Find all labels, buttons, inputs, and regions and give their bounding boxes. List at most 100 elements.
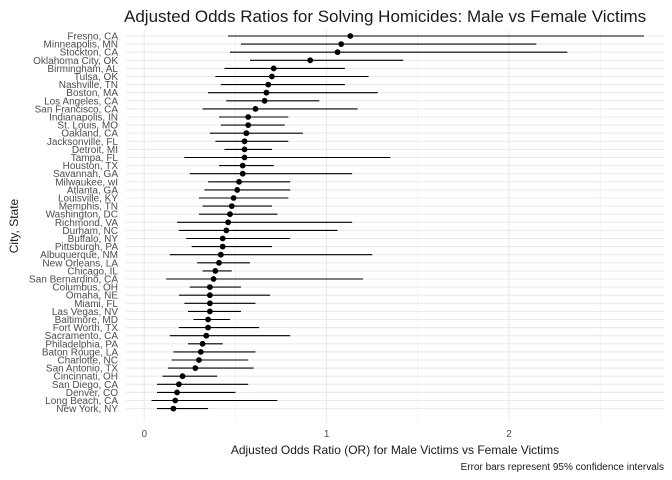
- y-tick-label: San Antonio, TX: [46, 364, 118, 375]
- y-tick-label: Albuquerque, NM: [40, 250, 118, 261]
- or-point: [206, 308, 213, 315]
- y-tick-label: Sacramento, CA: [45, 331, 119, 342]
- y-tick-label: Jacksonville, FL: [47, 137, 119, 148]
- y-tick-label: Tulsa, OK: [74, 72, 118, 83]
- or-point: [263, 89, 270, 96]
- or-point: [196, 357, 202, 363]
- or-point: [199, 340, 206, 347]
- x-tick-label: 1: [324, 429, 330, 440]
- y-tick-label: Tampa, FL: [71, 153, 119, 164]
- or-point: [219, 235, 226, 242]
- or-point: [212, 268, 219, 274]
- y-tick-label: Cincinnati, OH: [54, 372, 118, 383]
- y-tick-label: Milwaukee, wI: [55, 177, 118, 188]
- or-point: [338, 41, 345, 47]
- or-point: [270, 65, 277, 72]
- y-tick-label: Boston, MA: [66, 88, 118, 99]
- y-tick-label: Baltimore, MD: [55, 315, 118, 326]
- or-point: [241, 138, 248, 145]
- y-tick-label: Fort Worth, TX: [53, 323, 119, 334]
- grid-lines: [126, 30, 664, 422]
- or-point: [192, 365, 199, 371]
- y-tick-label: San Bernardino, CA: [29, 275, 118, 286]
- or-point: [206, 292, 213, 299]
- y-tick-label: Stockton, CA: [60, 48, 119, 59]
- or-point: [206, 284, 213, 290]
- y-tick-label: San Francisco, CA: [35, 104, 119, 115]
- y-tick-label: Omaha, NE: [66, 291, 119, 302]
- y-tick-label: Birmingham, AL: [47, 64, 118, 75]
- or-point: [217, 251, 224, 258]
- or-point: [236, 178, 242, 185]
- y-tick-label: Buffalo, NY: [68, 234, 119, 245]
- y-tick-label: San Diego, CA: [52, 380, 118, 391]
- y-tick-label: Memphis, TN: [59, 202, 118, 213]
- or-point: [265, 81, 272, 88]
- y-tick-label: St. Louis, MO: [57, 121, 118, 132]
- y-tick-label: Durham, NC: [62, 226, 118, 237]
- or-point: [228, 203, 235, 210]
- y-tick-label: Miami, FL: [74, 299, 118, 310]
- y-tick-label: Pittsburgh, PA: [55, 242, 119, 253]
- y-tick-label: Columbus, OH: [52, 283, 118, 294]
- y-tick-label: New York, NY: [56, 404, 118, 415]
- y-tick-label: Oakland, CA: [61, 129, 118, 140]
- data-points: [170, 33, 354, 412]
- y-tick-label: Nashville, TN: [59, 80, 118, 91]
- or-point: [206, 300, 213, 307]
- or-point: [179, 373, 186, 380]
- y-tick-label: Indianapolis, IN: [49, 113, 118, 124]
- y-tick-label: Savannah, GA: [53, 169, 118, 180]
- or-point: [268, 73, 275, 80]
- or-point: [205, 324, 211, 331]
- or-point: [175, 381, 182, 388]
- y-tick-label: Atlanta, GA: [67, 185, 118, 196]
- y-tick-label: Denver, CO: [66, 388, 118, 399]
- or-point: [197, 349, 204, 355]
- y-tick-label: Baton Rouge, LA: [42, 347, 118, 358]
- y-tick-label: Fresno, CA: [67, 32, 118, 43]
- y-tick-label: Los Angeles, CA: [44, 96, 118, 107]
- x-axis-tick-labels: 0 1 2: [141, 429, 512, 440]
- or-point: [245, 114, 252, 120]
- or-point: [216, 259, 222, 266]
- or-point: [203, 332, 210, 339]
- x-axis-title: Adjusted Odds Ratio (OR) for Male Victim…: [231, 443, 559, 457]
- or-point: [239, 170, 246, 177]
- y-tick-label: Minneapolis, MN: [44, 40, 118, 51]
- or-point: [174, 389, 180, 396]
- y-tick-label: Louisville, KY: [58, 194, 118, 205]
- or-point: [245, 122, 252, 128]
- y-tick-label: Houston, TX: [63, 161, 119, 172]
- or-point: [225, 219, 232, 226]
- or-point: [172, 397, 179, 404]
- or-point: [241, 146, 248, 153]
- or-point: [210, 276, 217, 282]
- x-tick-label: 2: [506, 429, 512, 440]
- or-point: [261, 97, 268, 104]
- y-tick-label: Philadelphia, PA: [45, 339, 118, 350]
- or-point: [234, 187, 241, 193]
- or-point: [243, 130, 250, 137]
- or-point: [239, 162, 246, 169]
- or-point: [230, 195, 237, 201]
- y-tick-label: Las Vegas, NV: [52, 307, 118, 318]
- or-point: [334, 49, 341, 56]
- y-tick-label: Richmond, VA: [55, 218, 119, 229]
- error-bars: [151, 35, 644, 410]
- or-point: [347, 33, 354, 39]
- y-tick-label: Charlotte, NC: [57, 356, 118, 367]
- or-point: [223, 227, 230, 234]
- y-tick-label: Detroit, MI: [72, 145, 118, 156]
- chart-title: Adjusted Odds Ratios for Solving Homicid…: [124, 7, 646, 26]
- or-point: [252, 106, 259, 112]
- y-tick-label: Chicago, IL: [67, 266, 118, 277]
- or-point: [170, 405, 177, 412]
- or-point: [227, 211, 233, 218]
- chart-caption: Error bars represent 95% confidence inte…: [461, 462, 664, 473]
- y-tick-label: Oklahoma City, OK: [33, 56, 118, 67]
- y-tick-label: New Orleans, LA: [42, 258, 118, 269]
- y-axis-title: City, State: [7, 198, 21, 253]
